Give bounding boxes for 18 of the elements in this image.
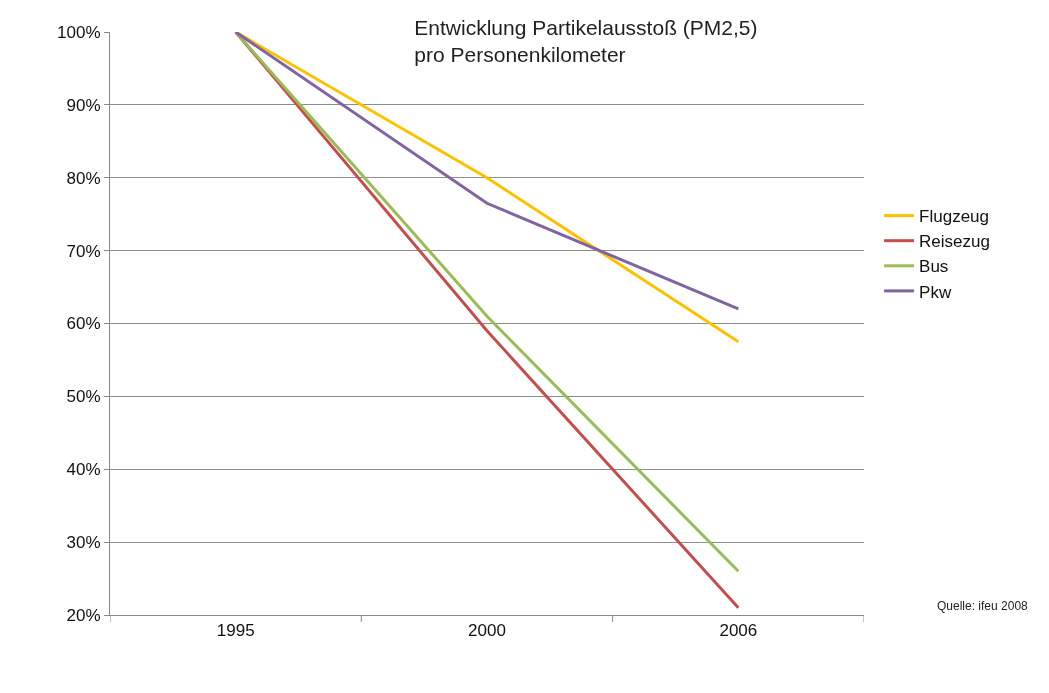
x-tick-label: 2006 xyxy=(719,621,758,641)
y-tick-label: 40% xyxy=(66,460,101,480)
legend-label: Bus xyxy=(919,257,949,277)
legend-label: Flugzeug xyxy=(919,207,990,227)
y-tick-label: 100% xyxy=(57,22,101,42)
y-tick-label: 50% xyxy=(66,387,101,407)
y-tick-label: 70% xyxy=(66,241,101,261)
y-tick-label: 20% xyxy=(66,605,101,625)
x-tick-label: 1995 xyxy=(216,621,255,641)
y-tick-label: 30% xyxy=(66,533,101,553)
y-tick-label: 60% xyxy=(66,314,101,334)
y-tick-label: 80% xyxy=(66,168,101,188)
x-tick-label: 2000 xyxy=(468,621,506,641)
legend-label: Pkw xyxy=(919,282,952,302)
chart-title: Entwicklung Partikelausstoß (PM2,5) pro Personenkilometer xyxy=(414,15,758,66)
y-tick-label: 90% xyxy=(66,95,101,115)
legend-label: Reisezug xyxy=(919,232,990,252)
source-note: Quelle: ifeu 2008 xyxy=(937,599,1029,613)
